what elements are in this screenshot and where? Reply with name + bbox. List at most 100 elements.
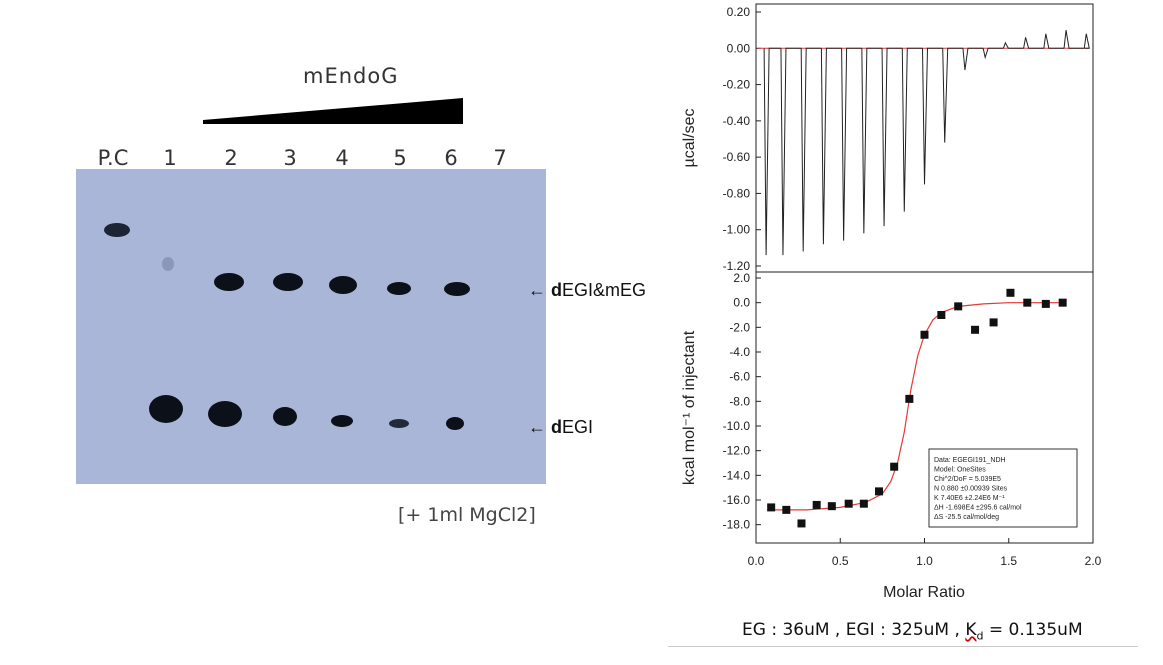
- top-plot-frame: [755, 3, 1094, 273]
- lane-label-5: 5: [393, 146, 407, 170]
- gel-band-free-6: [446, 417, 464, 430]
- fit-report-box: Data: EGEGI191_NDH Model: OneSites Chi^2/D…: [928, 448, 1078, 528]
- data-point-marker: [1023, 298, 1032, 307]
- footer-sub: d: [976, 629, 984, 643]
- footer-k: K: [965, 620, 977, 640]
- top-ytick-label: 0.00: [727, 41, 751, 55]
- gel-band-pc: [104, 223, 130, 237]
- bottom-ytick-label: -14.0: [723, 468, 751, 482]
- top-ytick-label: -0.40: [723, 114, 751, 128]
- bottom-xtick-label: 0.0: [748, 554, 765, 568]
- fit-report-frame: [928, 448, 1078, 528]
- data-point-marker: [954, 302, 963, 311]
- data-point-marker: [890, 462, 899, 471]
- gel-band-complex-4: [329, 276, 357, 294]
- bottom-xtick-label: 0.5: [832, 554, 849, 568]
- top-ytick-label: -0.20: [723, 78, 751, 92]
- data-point-marker: [859, 499, 868, 508]
- label-complex-bold: d: [551, 280, 563, 300]
- label-complex-band: ← dEGI&mEG: [528, 280, 646, 301]
- gel-band-free-1: [149, 395, 183, 423]
- fit-report-text: Data: EGEGI191_NDH Model: OneSites Chi^2/D…: [934, 457, 1022, 521]
- data-point-marker: [989, 318, 998, 327]
- label-free-band: ← dEGI: [528, 417, 593, 438]
- bottom-ytick-label: 2.0: [733, 271, 750, 285]
- bottom-plot: 2.0 0.0 -2.0 -4.0 -6.0 -8.0 -10.0 -12.0 -14.0 -16…: [723, 271, 1102, 568]
- wedge-shape: [203, 98, 463, 124]
- footer-suffix: = 0.135uM: [983, 620, 1083, 640]
- bottom-xlabel: Molar Ratio: [883, 584, 965, 601]
- fit-report-line: Model: OneSites: [934, 467, 986, 474]
- data-point-marker: [782, 505, 791, 514]
- top-plot: 0.20 0.00 -0.20 -0.40 -0.60 -0.80 -1.00 -1.20: [723, 5, 1090, 273]
- top-ytick-label: -1.20: [723, 259, 751, 273]
- bottom-ytick-label: -6.0: [729, 370, 750, 384]
- data-point-marker: [844, 499, 853, 508]
- fit-report-line: K 7.40E6 ±2.24E6 M⁻¹: [934, 495, 1005, 502]
- bottom-ytick-label: -18.0: [723, 518, 751, 532]
- gel-band-complex-2: [214, 273, 244, 291]
- gel-panel: mEndoG P.C 1 2 3 4 5 6 7 ← dEGI&mEG ← dE…: [76, 64, 646, 526]
- data-point-marker: [971, 325, 980, 334]
- bottom-ylabel: kcal mol⁻¹ of injectant: [681, 330, 698, 485]
- top-ytick-label: -1.00: [723, 223, 751, 237]
- fit-report-line: Data: EGEGI191_NDH: [934, 457, 1006, 464]
- mgcl2-note: [+ 1ml MgCl2]: [398, 504, 536, 526]
- gradient-wedge: [203, 98, 463, 124]
- top-ytick-label: 0.20: [727, 5, 751, 19]
- fit-report-line: ΔS -25.5 cal/mol/deg: [934, 514, 999, 521]
- gel-band-smear-1: [162, 257, 174, 271]
- fit-report-line: ΔH -1.698E4 ±295.6 cal/mol: [934, 505, 1022, 512]
- fit-report-line: Chi^2/DoF = 5.039E5: [934, 476, 1001, 483]
- top-ytick-label: -0.60: [723, 150, 751, 164]
- bottom-ytick-label: -10.0: [723, 419, 751, 433]
- gel-title: mEndoG: [303, 64, 399, 88]
- bottom-ytick-label: -12.0: [723, 444, 751, 458]
- footer-rule: [668, 646, 1138, 647]
- bottom-xtick-label: 2.0: [1085, 554, 1102, 568]
- data-point-marker: [920, 330, 929, 339]
- data-point-marker: [797, 519, 806, 528]
- lane-label-pc: P.C: [97, 146, 129, 170]
- data-point-marker: [1041, 299, 1050, 308]
- top-ylabel: µcal/sec: [681, 108, 698, 167]
- bottom-ytick-label: -16.0: [723, 493, 751, 507]
- gel-band-free-2: [208, 401, 242, 427]
- data-point-marker: [812, 500, 821, 509]
- arrow-icon: ←: [528, 417, 552, 437]
- gel-band-free-5: [389, 419, 409, 428]
- lane-label-1: 1: [163, 146, 177, 170]
- lane-label-4: 4: [335, 146, 349, 170]
- bottom-ytick-label: -2.0: [729, 320, 750, 334]
- lane-label-3: 3: [283, 146, 297, 170]
- data-point-marker: [905, 394, 914, 403]
- gel-band-complex-3: [273, 273, 303, 291]
- concentration-footer: EG : 36uM , EGI : 325uM , Kd = 0.135uM: [742, 620, 1083, 642]
- bottom-ytick-label: -8.0: [729, 394, 750, 408]
- gel-band-free-4: [331, 415, 353, 427]
- gel-band-free-3: [273, 407, 297, 426]
- data-point-marker: [1006, 288, 1015, 297]
- top-ytick-label: -0.80: [723, 186, 751, 200]
- data-point-marker: [937, 311, 946, 319]
- bottom-ytick-label: 0.0: [733, 296, 750, 310]
- label-complex-text: EGI&mEG: [562, 280, 647, 300]
- arrow-icon: ←: [528, 280, 552, 300]
- bottom-xtick-label: 1.5: [1000, 554, 1017, 568]
- data-point-marker: [827, 502, 836, 511]
- bottom-xtick-label: 1.0: [916, 554, 933, 568]
- data-point-marker: [875, 487, 884, 496]
- data-point-marker: [1058, 298, 1067, 307]
- gel-image: [76, 169, 546, 484]
- bottom-ytick-label: -4.0: [729, 345, 750, 359]
- fit-report-line: N 0.880 ±0.00939 Sites: [934, 486, 1008, 493]
- lane-label-2: 2: [224, 146, 238, 170]
- gel-band-complex-5: [387, 282, 411, 295]
- lane-label-6: 6: [444, 146, 458, 170]
- label-free-text: EGI: [562, 417, 594, 437]
- thermogram-trace: [763, 30, 1090, 256]
- data-point-marker: [767, 503, 776, 512]
- lane-label-7: 7: [493, 146, 507, 170]
- footer-prefix: EG : 36uM , EGI : 325uM ,: [742, 620, 966, 640]
